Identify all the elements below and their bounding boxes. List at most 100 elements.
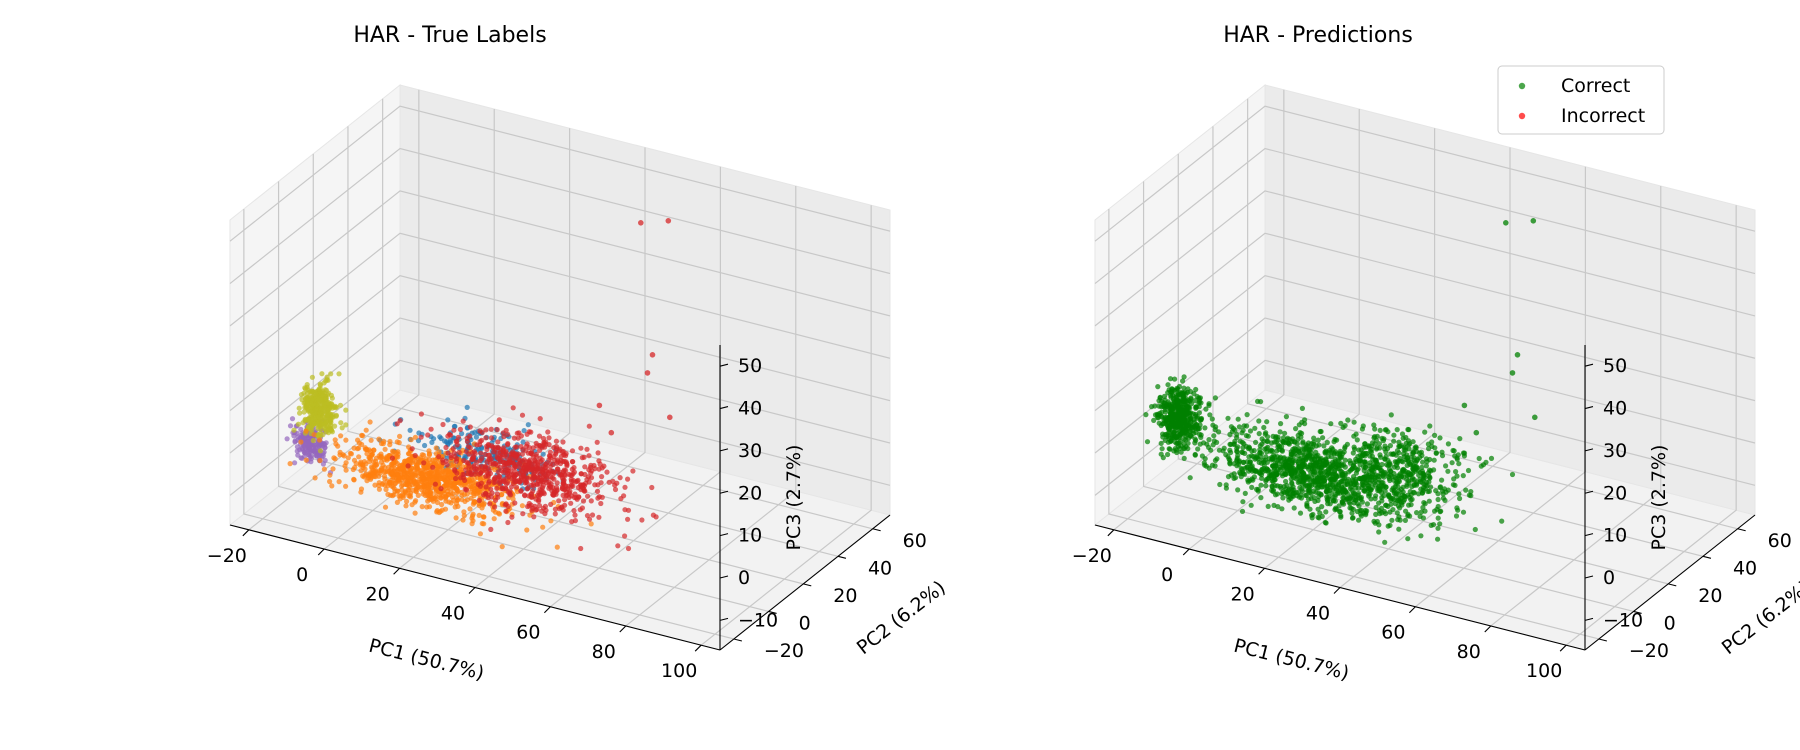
scatter-point bbox=[317, 388, 323, 394]
scatter-point bbox=[1339, 472, 1345, 478]
scatter-point bbox=[519, 451, 526, 457]
scatter-point bbox=[644, 370, 651, 376]
scatter-point bbox=[343, 422, 349, 428]
scatter-point bbox=[353, 460, 359, 467]
scatter-point bbox=[320, 432, 326, 438]
scatter-point bbox=[459, 431, 465, 437]
scatter-point bbox=[325, 412, 331, 418]
x-tick bbox=[619, 625, 627, 633]
scatter-point bbox=[1341, 486, 1347, 492]
scatter-point bbox=[422, 442, 428, 449]
scatter-point bbox=[376, 486, 382, 492]
scatter-point bbox=[1196, 410, 1202, 416]
scatter-point bbox=[588, 470, 594, 476]
scatter-point bbox=[409, 502, 415, 508]
scatter-point bbox=[428, 426, 434, 432]
y-axis-label: PC2 (6.2%) bbox=[853, 576, 950, 659]
scatter-point bbox=[394, 421, 400, 427]
scatter-point bbox=[1328, 464, 1334, 470]
scatter-point bbox=[612, 482, 618, 488]
scatter-point bbox=[1288, 495, 1294, 502]
scatter-point bbox=[485, 452, 491, 458]
scatter-point bbox=[1324, 439, 1330, 446]
scatter-point bbox=[612, 486, 619, 493]
scatter-point bbox=[1257, 443, 1263, 449]
scatter-point bbox=[284, 436, 290, 442]
scatter-point bbox=[1282, 459, 1288, 466]
scatter-point bbox=[463, 487, 470, 493]
x-tick bbox=[1408, 606, 1416, 614]
scatter-point bbox=[1425, 488, 1431, 495]
scatter-point bbox=[445, 417, 451, 423]
scatter-point bbox=[558, 505, 564, 511]
grid-line bbox=[1094, 105, 1756, 242]
scatter-point bbox=[575, 484, 581, 491]
legend: Correct Incorrect bbox=[1497, 65, 1665, 135]
scatter-point bbox=[1428, 522, 1434, 529]
scatter-point bbox=[1181, 374, 1187, 380]
scatter-point bbox=[1379, 435, 1385, 441]
scatter-point bbox=[494, 485, 500, 491]
scatter-point bbox=[1426, 498, 1432, 504]
scatter-point bbox=[461, 472, 467, 478]
legend-box bbox=[1497, 65, 1665, 135]
scatter-point bbox=[309, 374, 315, 380]
scatter-point bbox=[540, 489, 547, 495]
z-axis-label: PC3 (2.7%) bbox=[783, 445, 805, 551]
scatter-point bbox=[384, 457, 390, 463]
scatter-point bbox=[538, 466, 544, 472]
scatter-point bbox=[1289, 460, 1295, 466]
scatter-point bbox=[1385, 471, 1391, 477]
scatter-point bbox=[366, 459, 372, 465]
scatter-point bbox=[486, 456, 492, 462]
scatter-point bbox=[1282, 471, 1288, 477]
scatter-point bbox=[1449, 460, 1455, 466]
scatter-point bbox=[1349, 466, 1355, 472]
scatter-point bbox=[1235, 444, 1241, 450]
scatter-point bbox=[1315, 506, 1321, 512]
scatter-point bbox=[569, 459, 576, 465]
scatter-point bbox=[1316, 490, 1322, 496]
scatter-point bbox=[542, 510, 548, 517]
scatter-point bbox=[1439, 477, 1445, 483]
scatter-point bbox=[1453, 469, 1459, 475]
scatter-point bbox=[1206, 465, 1212, 471]
grid-line bbox=[248, 89, 420, 531]
scatter-point bbox=[494, 454, 500, 460]
scatter-point bbox=[1206, 437, 1212, 443]
scatter-point bbox=[650, 512, 657, 518]
scatter-point bbox=[407, 478, 413, 484]
scatter-point bbox=[1262, 457, 1268, 463]
scatter-point bbox=[1405, 536, 1411, 542]
scatter-point bbox=[1385, 503, 1391, 509]
scatter-point bbox=[1176, 433, 1182, 439]
scatter-point bbox=[1373, 493, 1379, 499]
scatter-point bbox=[1454, 456, 1460, 462]
scatter-point bbox=[1152, 403, 1158, 409]
scatter-point bbox=[517, 460, 523, 466]
grid-line bbox=[474, 147, 646, 588]
scatter-point bbox=[1158, 451, 1164, 457]
scatter-point bbox=[1387, 443, 1393, 449]
scatter-point bbox=[476, 497, 482, 504]
scatter-point bbox=[638, 220, 644, 226]
scatter-point bbox=[1388, 412, 1394, 418]
scatter-point bbox=[588, 498, 594, 504]
scatter-point bbox=[301, 390, 307, 396]
scatter-point bbox=[530, 477, 536, 483]
scatter-point bbox=[327, 472, 333, 478]
y-axis-line bbox=[719, 514, 891, 651]
scatter-point bbox=[462, 498, 468, 504]
scatter-point bbox=[369, 452, 375, 458]
scatter-point bbox=[445, 450, 451, 456]
scatter-point bbox=[1420, 515, 1426, 521]
scatter-point bbox=[1316, 515, 1322, 521]
scatter-point bbox=[338, 433, 344, 439]
scatter-point bbox=[432, 457, 438, 463]
scatter-point bbox=[1320, 435, 1326, 441]
scatter-point bbox=[595, 450, 601, 456]
scatter-point bbox=[1232, 475, 1239, 481]
scatter-point bbox=[459, 489, 465, 496]
scatter-point bbox=[442, 467, 449, 473]
scatter-point bbox=[574, 478, 580, 484]
